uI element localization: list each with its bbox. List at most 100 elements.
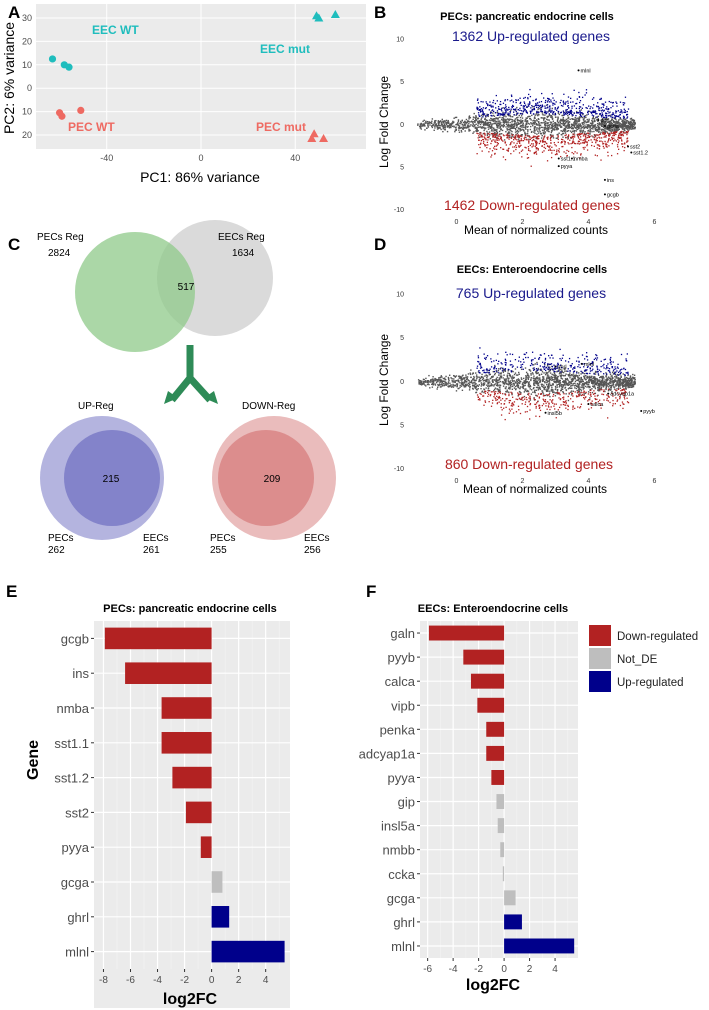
ma-point-up [537,104,539,107]
ma-point-up [482,101,484,103]
ma-point-down [530,137,532,139]
ma-point-up [569,111,571,113]
ma-point-not-significant [465,381,467,383]
ma-point-not-significant [630,121,633,123]
ma-point-up [483,353,485,355]
ma-point-down [535,403,537,406]
ma-point-not-significant [518,381,520,384]
ma-point-up [615,110,617,112]
ma-point-not-significant [509,121,511,124]
ma-point-not-significant [634,377,636,379]
ma-point-not-significant [458,131,461,133]
ma-point-up [596,357,599,359]
ma-point-not-significant [611,130,613,132]
ma-point-not-significant [578,119,581,122]
ma-point-not-significant [539,379,541,381]
ma-point-up [502,113,504,115]
ma-point-up [567,105,569,107]
venn-pecs-label: PECs Reg [37,232,84,243]
ma-point-not-significant [464,130,466,132]
ma-point-not-significant [441,380,444,383]
ma-point-up [511,353,514,356]
ma-point-down [570,142,572,145]
ma-point-up [620,353,623,356]
ma-point-not-significant [542,117,545,119]
ma-point-not-significant [569,387,571,389]
ma-point-not-significant [498,130,501,133]
ma-point-not-significant [619,385,621,387]
ma-point-down [498,395,500,398]
ma-point-not-significant [548,124,550,127]
ma-point-down [487,133,489,135]
ma-point-down [514,135,517,138]
ma-point-up [600,114,603,117]
ma-point-up [553,370,555,372]
ma-point-not-significant [471,373,474,375]
ma-point-up [490,361,493,363]
ma-gene-label: gcgb [607,192,619,198]
ma-point-not-significant [543,119,545,121]
ma-point-down [599,133,601,135]
ma-point-not-significant [465,374,467,376]
ma-point-down [534,145,536,148]
ma-point-not-significant [466,384,469,386]
ma-point-down [583,391,586,393]
ma-point-not-significant [548,380,551,382]
ma-point-not-significant [599,382,602,384]
ma-point-not-significant [629,127,631,129]
ma-point-not-significant [536,129,538,131]
ma-point-not-significant [444,382,446,384]
ma-point-up [562,110,565,112]
ma-point-up [482,111,484,113]
ma-point-not-significant [477,121,480,124]
ma-point-up [605,112,607,114]
ma-point-down [549,145,551,147]
ma-point-up [557,363,559,366]
ma-point-not-significant [537,113,540,116]
ma-point-not-significant [627,381,629,383]
ma-point-not-significant [634,121,636,124]
ma-point-not-significant [475,115,477,117]
ma-point-not-significant [579,123,581,125]
ma-point-not-significant [588,110,591,113]
ma-point-not-significant [512,380,514,383]
ma-point-not-significant [426,120,429,123]
ma-point-not-significant [450,377,452,379]
ma-point-down [500,147,502,149]
ma-point-not-significant [537,108,539,111]
ma-point-up [585,92,588,94]
ma-point-not-significant [437,121,439,123]
ma-point-not-significant [584,124,586,126]
ma-point-not-significant [483,123,486,125]
ma-point-up [501,363,503,365]
ma-point-up [506,99,509,101]
ma-point-not-significant [458,126,461,128]
ma-point-not-significant [492,130,494,132]
ma-point-not-significant [524,388,526,390]
ma-point-down [518,146,520,148]
ma-point-up [596,365,598,367]
ma-point-up [602,106,605,108]
ma-point-up [590,111,592,113]
ma-point-not-significant [496,381,499,384]
ma-point-up [585,372,588,375]
pca-y-tick-label: 30 [22,13,32,23]
ma-point-up [543,362,546,365]
ma-point-up [539,365,541,367]
ma-point-not-significant [422,123,425,126]
ma-point-not-significant [597,386,599,389]
ma-point-down [598,136,600,138]
ma-point-not-significant [525,117,527,119]
ma-point-not-significant [511,127,514,130]
ma-point-down [607,134,610,137]
ma-point-not-significant [586,376,588,378]
ma-point-down [582,142,585,144]
ma-point-not-significant [525,128,527,130]
ma-point-up [529,88,531,91]
ma-point-not-significant [460,122,462,124]
ma-point-not-significant [495,378,498,380]
ma-pecs-down-count: 1462 Down-regulated genes [444,197,620,213]
ma-point-up [515,99,518,101]
ma-point-down [620,133,623,136]
ma-pecs-up-count: 1362 Up-regulated genes [452,28,610,44]
